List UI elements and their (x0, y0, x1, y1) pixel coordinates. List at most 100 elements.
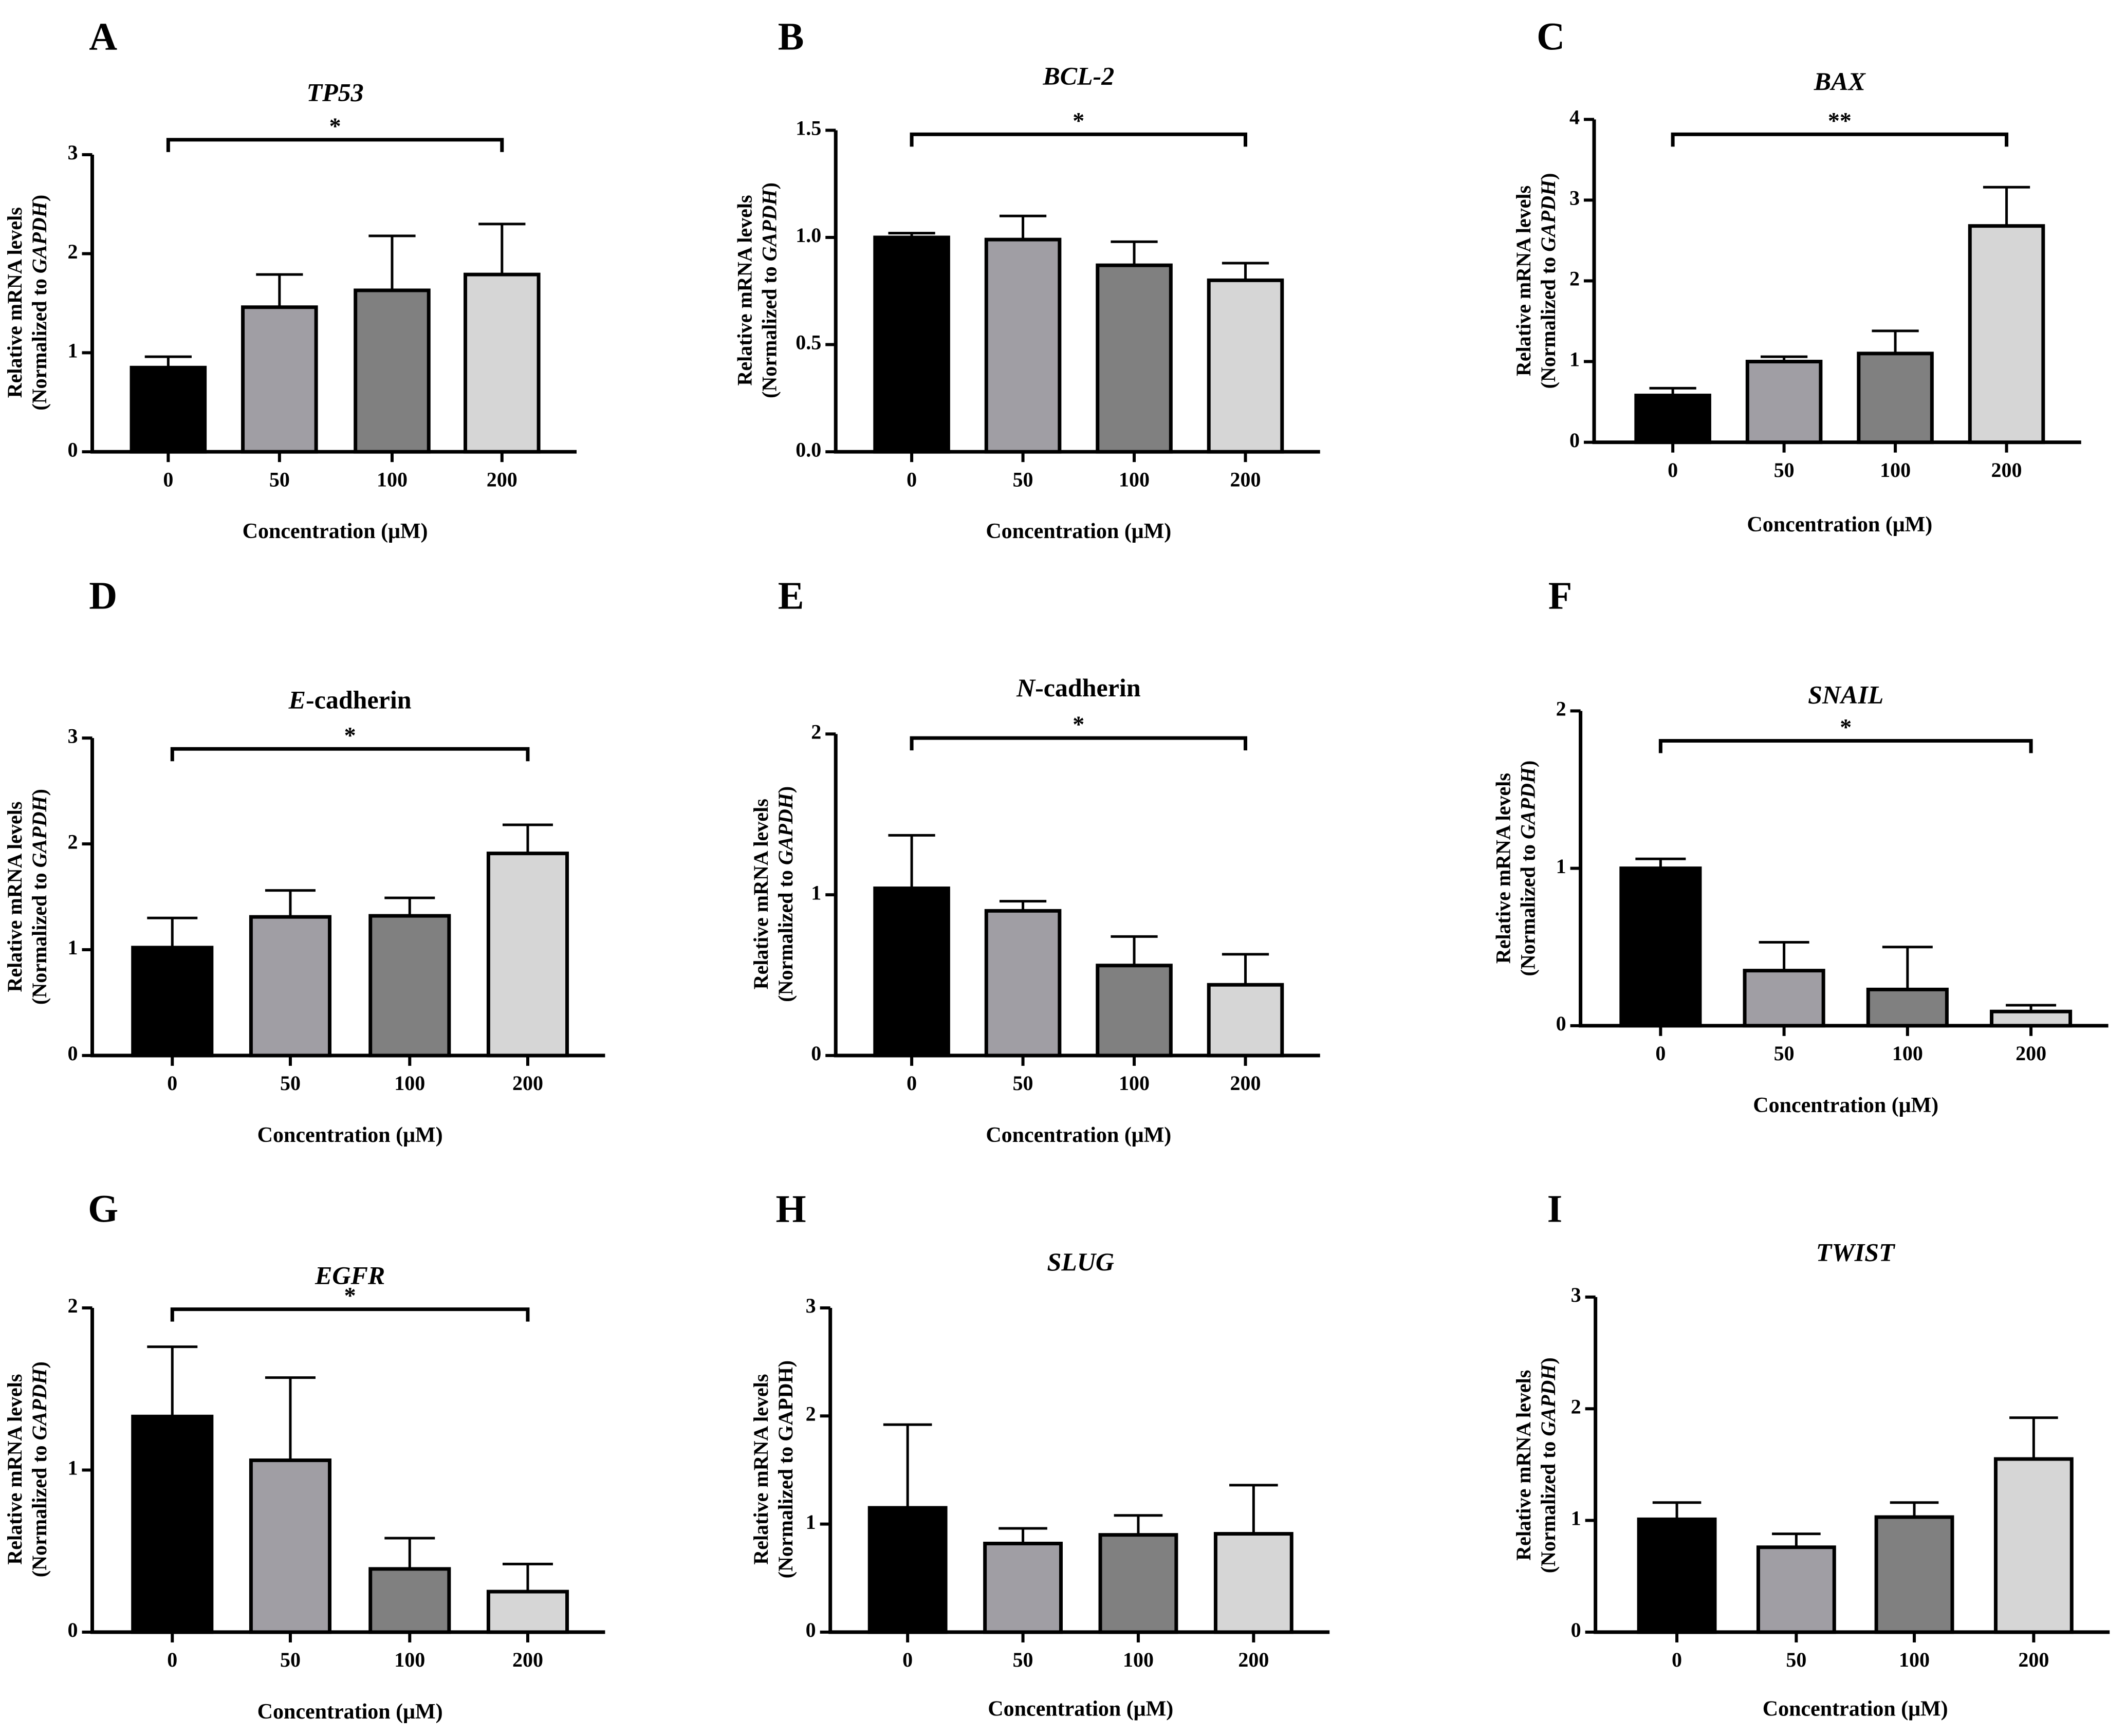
chart-title: E-cadherin (288, 686, 412, 714)
x-tick-label: 0 (1668, 458, 1678, 482)
x-tick-label: 100 (377, 468, 408, 491)
x-axis-label: Concentration (μM) (1747, 513, 1932, 537)
bar (1874, 1515, 1954, 1634)
y-axis-label-line1: Relative mRNA levels (749, 1374, 772, 1565)
y-tick-label: 1 (1571, 1507, 1581, 1530)
significance-bracket (910, 736, 1248, 751)
bar (241, 305, 318, 454)
bar (873, 887, 950, 1058)
x-tick-label: 50 (1774, 1042, 1795, 1065)
y-tick-label: 0 (1571, 1618, 1581, 1641)
bar (1993, 1457, 2074, 1634)
y-axis-label-suffix: ) (758, 182, 781, 189)
y-axis-label-prefix: (Normalized to (28, 867, 51, 1005)
x-tick-label: 200 (2016, 1042, 2046, 1065)
significance-bracket (1671, 132, 2009, 147)
x-axis-label: Concentration (μM) (986, 1123, 1171, 1147)
y-axis-label-line2: (Normalized to GAPDH) (774, 1360, 797, 1578)
bar (1866, 987, 1949, 1028)
significance-label: * (1840, 714, 1852, 740)
y-axis-label-line2: (Normalized to GAPDH) (1537, 173, 1560, 389)
x-tick-label: 100 (1899, 1648, 1930, 1671)
panel-letter: D (89, 574, 117, 617)
y-axis-label-line2: (Normalized to GAPDH) (774, 786, 797, 1002)
y-tick-label: 0 (68, 1042, 78, 1065)
y-axis-label-line1: Relative mRNA levels (1512, 186, 1535, 376)
y-axis-label-suffix: ) (774, 786, 797, 793)
chart-title: N-cadherin (1016, 673, 1141, 702)
x-tick-label: 0 (1655, 1042, 1666, 1065)
y-tick-label: 0 (806, 1618, 816, 1641)
y-axis-label: Relative mRNA levels(Normalized to GAPDH… (3, 1361, 51, 1577)
x-tick-label: 100 (394, 1072, 425, 1095)
y-tick-label: 3 (68, 724, 78, 747)
chart-title: SLUG (1047, 1247, 1114, 1276)
y-tick-label: 1 (1569, 348, 1580, 371)
y-tick-label: 1.0 (796, 224, 821, 247)
bar (1207, 983, 1284, 1058)
y-tick-label: 2 (68, 240, 78, 263)
significance-bracket (166, 138, 504, 152)
y-axis-label: Relative mRNA levels(Normalized to GAPDH… (3, 195, 51, 411)
y-axis-label-prefix: (Normalized to (28, 1440, 51, 1577)
y-axis-label-suffix: ) (1537, 1357, 1560, 1364)
x-tick-label: 200 (1230, 1072, 1261, 1095)
significance-label: * (329, 113, 341, 139)
y-axis-label-line2: (Normalized to GAPDH) (28, 1361, 51, 1577)
bar (1637, 1517, 1717, 1634)
panel-C: C BAX 0 1 2 3 4 0 50 100 200 Concentration (μM) Rela… (1512, 15, 2081, 537)
y-axis-label-prefix: (Normalized to (774, 865, 797, 1002)
bar (368, 1567, 451, 1634)
y-axis-label-gene: GAPDH (28, 200, 51, 273)
y-axis-label-line2: (Normalized to GAPDH) (28, 195, 51, 411)
chart-title-italic-part: E (288, 686, 306, 714)
y-axis-label-line1: Relative mRNA levels (3, 207, 26, 398)
panel-letter: B (778, 15, 804, 59)
panel-E: E N-cadherin 0 1 2 0 50 100 200 Concentration (μM… (749, 574, 1320, 1147)
y-axis-label-prefix: (Normalized to GAPDH) (774, 1360, 797, 1578)
x-axis-label: Concentration (μM) (988, 1697, 1173, 1721)
bar (354, 288, 431, 454)
x-tick-label: 0 (1672, 1648, 1682, 1671)
y-axis-label-line1: Relative mRNA levels (749, 799, 772, 989)
bar (984, 237, 1062, 454)
x-axis-label: Concentration (μM) (243, 520, 428, 543)
y-tick-label: 0 (811, 1042, 821, 1065)
panel-A: A TP53 0 1 2 3 0 50 100 200 Concentration (μM) Rela… (3, 15, 577, 543)
bar (1968, 224, 2045, 445)
chart-title: EGFR (315, 1261, 385, 1289)
y-axis-label-line1: Relative mRNA levels (1512, 1370, 1535, 1561)
y-tick-label: 3 (1569, 187, 1580, 210)
y-tick-label: 0 (68, 1618, 78, 1641)
y-axis-label-line2: (Normalized to GAPDH) (1516, 761, 1539, 976)
x-tick-label: 100 (1119, 1072, 1150, 1095)
bar (1990, 1009, 2073, 1028)
bar (1634, 394, 1711, 445)
chart-title: SNAIL (1808, 680, 1883, 709)
y-tick-label: 1 (68, 936, 78, 959)
panel-G: G EGFR 0 1 2 0 50 100 200 Concentration (μM) Relat… (3, 1188, 605, 1724)
y-axis-label-prefix: (Normalized to (1537, 252, 1560, 389)
significance-label: * (1073, 711, 1084, 737)
bar (1213, 1532, 1293, 1634)
y-axis-label-gene: GAPDH (1537, 179, 1560, 252)
y-tick-label: 3 (806, 1294, 816, 1317)
y-tick-label: 2 (1571, 1395, 1581, 1418)
y-axis-label-prefix: (Normalized to (1537, 1436, 1560, 1574)
y-tick-label: 3 (68, 141, 78, 164)
panel-D: D E-cadherin 0 1 2 3 0 50 100 200 Concentration (μ… (3, 574, 605, 1147)
y-axis-label-prefix: (Normalized to (758, 261, 781, 398)
bar (130, 365, 207, 454)
x-tick-label: 100 (1119, 468, 1150, 491)
y-axis-label: Relative mRNA levels(Normalized to GAPDH… (749, 786, 797, 1002)
x-axis-label: Concentration (μM) (257, 1123, 443, 1147)
x-tick-label: 200 (1230, 468, 1261, 491)
significance-label: * (344, 1282, 356, 1308)
significance-bracket (1658, 738, 2033, 753)
y-tick-label: 1 (68, 339, 78, 362)
y-axis-label: Relative mRNA levels(Normalized to GAPDH… (1512, 1357, 1560, 1573)
x-tick-label: 200 (1991, 458, 2022, 482)
x-tick-label: 50 (1786, 1648, 1806, 1671)
panel-B: B BCL-2 0.0 0.5 1.0 1.5 0 50 100 200 Concentration… (733, 15, 1320, 543)
